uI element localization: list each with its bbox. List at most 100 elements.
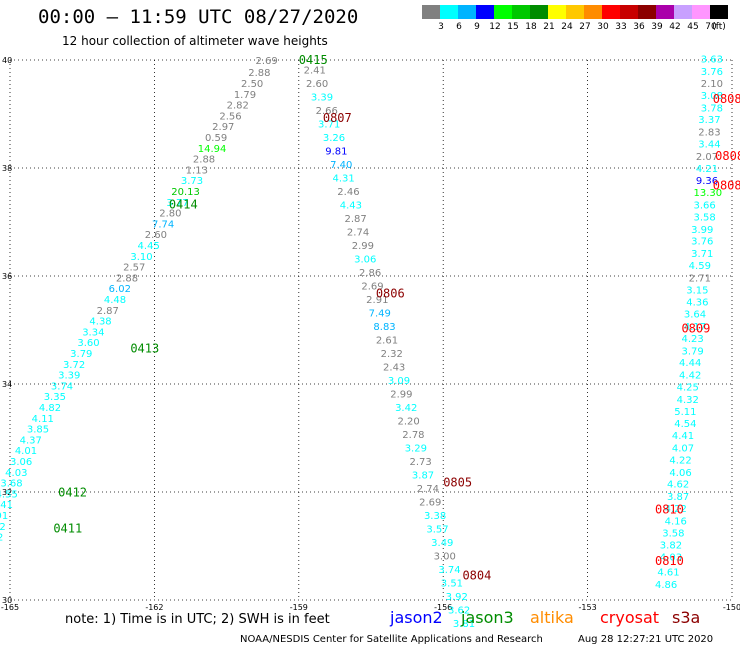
swh-value: 3.39 xyxy=(58,371,80,382)
legend-label: 12 xyxy=(489,22,501,32)
swh-value: 3.58 xyxy=(662,528,684,539)
swh-value: 9.36 xyxy=(696,176,718,187)
swh-value: 3.76 xyxy=(701,67,723,78)
swh-value: 7.40 xyxy=(330,160,352,171)
legend-label: 36 xyxy=(633,22,645,32)
swh-value: 2.57 xyxy=(123,263,145,274)
swh-value: 2.32 xyxy=(381,349,403,360)
swh-value: 2.80 xyxy=(159,209,181,220)
legend-swatch xyxy=(512,5,530,19)
pass-time-label: 0413 xyxy=(130,342,159,356)
swh-value: 4.44 xyxy=(679,358,701,369)
legend-label: 15 xyxy=(507,22,519,32)
swh-value: 2.46 xyxy=(337,187,359,198)
swh-value: 3.37 xyxy=(698,115,720,126)
legend-label: 33 xyxy=(615,22,627,32)
swh-value: 2.88 xyxy=(116,273,138,284)
swh-value: 2.88 xyxy=(248,68,270,79)
swh-value: 3.63 xyxy=(701,55,723,66)
swh-value: 3.79 xyxy=(681,346,703,357)
legend-label: 27 xyxy=(579,22,591,32)
swh-value: 2.73 xyxy=(410,457,432,468)
swh-value: 4.82 xyxy=(39,403,61,414)
swh-value: 2.74 xyxy=(417,484,439,495)
swh-value: 3.99 xyxy=(691,225,713,236)
legend-swatch xyxy=(530,5,548,19)
swh-value: 3.85 xyxy=(27,425,49,436)
swh-value: 2.69 xyxy=(419,498,441,509)
swh-value: 4.23 xyxy=(681,334,703,345)
legend-jason2: jason2 xyxy=(390,608,443,627)
footer-timestamp: Aug 28 12:27:21 UTC 2020 xyxy=(578,634,714,645)
swh-value: 4.38 xyxy=(89,317,111,328)
swh-value: 2.71 xyxy=(689,273,711,284)
swh-value: 4.11 xyxy=(32,414,54,425)
swh-value: 9.81 xyxy=(325,147,347,158)
swh-value: 3.60 xyxy=(77,338,99,349)
legend-swatch xyxy=(674,5,692,19)
swh-value: 2.60 xyxy=(145,230,167,241)
lat-tick-label: 38 xyxy=(2,164,12,173)
swh-value: 1.13 xyxy=(186,165,208,176)
legend-label: 39 xyxy=(651,22,663,32)
swh-value: 3.77 xyxy=(166,198,188,209)
swh-value: 13.30 xyxy=(693,188,722,199)
pass-time-label: 0804 xyxy=(462,568,491,582)
pass-time-label: 0415 xyxy=(299,53,328,67)
legend-swatch xyxy=(602,5,620,19)
legend-swatch xyxy=(494,5,512,19)
swh-value: 5.11 xyxy=(674,407,696,418)
swh-value: 3.51 xyxy=(441,579,463,590)
swh-value: 2.74 xyxy=(347,228,369,239)
lat-tick-label: 30 xyxy=(2,596,12,605)
lon-tick-label: -165 xyxy=(1,603,19,612)
swh-value: 2.50 xyxy=(241,79,263,90)
swh-value: 2.87 xyxy=(97,306,119,317)
swh-value: 3.57 xyxy=(426,525,448,536)
swh-value: 2.56 xyxy=(219,111,241,122)
legend-jason3: jason3 xyxy=(461,608,514,627)
swh-value: 3.29 xyxy=(405,444,427,455)
swh-value: 2.66 xyxy=(316,106,338,117)
pass-time-label: 0810 xyxy=(655,554,684,568)
legend-label: 18 xyxy=(525,22,537,32)
swh-value: 1.79 xyxy=(234,90,256,101)
swh-value: 2.97 xyxy=(212,122,234,133)
swh-value: 3.62 xyxy=(448,606,470,617)
swh-value: 3.44 xyxy=(698,139,720,150)
swh-value: 3.68 xyxy=(0,479,22,490)
swh-value: 3.10 xyxy=(130,252,152,263)
swh-value: 3.79 xyxy=(70,349,92,360)
pass-time-label: 0808 xyxy=(715,149,740,163)
lon-tick-label: -162 xyxy=(145,603,163,612)
swh-value: 4.32 xyxy=(677,395,699,406)
legend-swatch xyxy=(656,5,674,19)
swh-value: 4.16 xyxy=(665,516,687,527)
swh-value: 4.59 xyxy=(689,261,711,272)
swh-value: 4.17 xyxy=(684,322,706,333)
lat-tick-label: 40 xyxy=(2,56,12,65)
swh-value: 4.01 xyxy=(15,446,37,457)
swh-value: 3.73 xyxy=(181,176,203,187)
swh-value: 3.09 xyxy=(388,376,410,387)
swh-value: 4.06 xyxy=(669,468,691,479)
swh-value: 4.03 xyxy=(660,553,682,564)
swh-value: 3.87 xyxy=(412,471,434,482)
swh-value: 4.43 xyxy=(340,201,362,212)
swh-value: 4.22 xyxy=(669,455,691,466)
swh-value: 2.60 xyxy=(306,79,328,90)
swh-value: 3.66 xyxy=(693,201,715,212)
swh-value: 4.21 xyxy=(696,164,718,175)
lat-tick-label: 32 xyxy=(2,488,12,497)
swh-value: 3.39 xyxy=(311,93,333,104)
swh-value: 2.10 xyxy=(701,79,723,90)
legend-swatch xyxy=(566,5,584,19)
swh-value: 4.48 xyxy=(104,295,126,306)
swh-value: 4.62 xyxy=(667,480,689,491)
swh-value: 3.71 xyxy=(691,249,713,260)
swh-value: 3.06 xyxy=(354,255,376,266)
swh-value: 4.37 xyxy=(20,435,42,446)
swh-value: 3.81 xyxy=(453,619,475,630)
swh-value: 3.92 xyxy=(0,533,3,544)
